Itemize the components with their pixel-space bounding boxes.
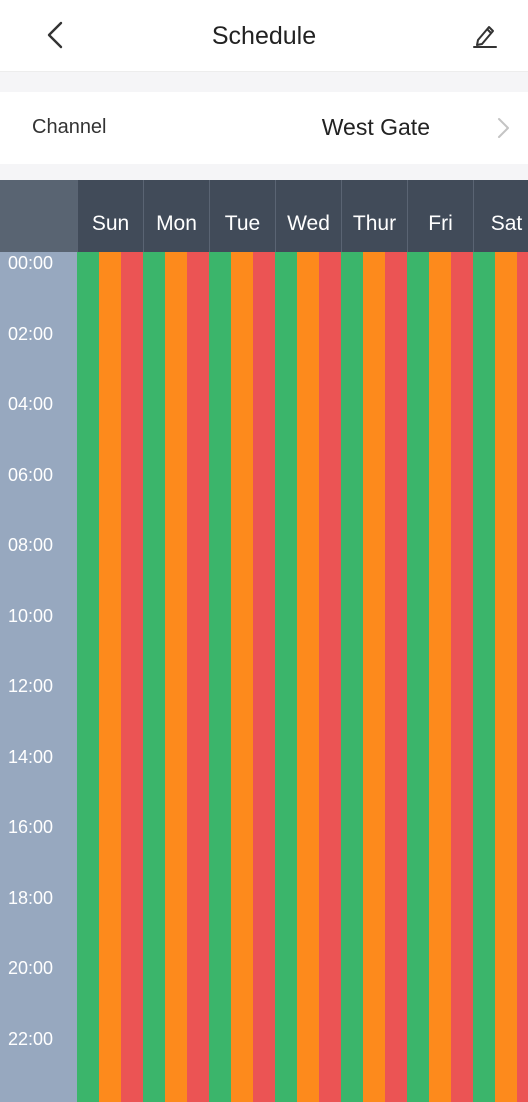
- top-bar: Schedule: [0, 0, 528, 72]
- schedule-stripe: [121, 252, 143, 1102]
- day-schedule-wed[interactable]: [275, 252, 341, 1102]
- schedule-stripe: [165, 252, 187, 1102]
- channel-value: West Gate: [321, 114, 430, 140]
- schedule-stripe: [319, 252, 341, 1102]
- day-header-sun: Sun: [77, 180, 143, 252]
- day-schedule-fri[interactable]: [407, 252, 473, 1102]
- channel-selector[interactable]: Channel West Gate: [0, 92, 528, 164]
- day-schedule-mon[interactable]: [143, 252, 209, 1102]
- chevron-left-icon: [47, 21, 63, 54]
- day-schedule-sun[interactable]: [77, 252, 143, 1102]
- time-label: 22:00: [8, 1028, 54, 1049]
- day-header-row: Sun Mon Tue Wed Thur Fri Sat: [0, 180, 528, 252]
- schedule-stripe: [473, 252, 495, 1102]
- schedule-stripe: [495, 252, 517, 1102]
- day-header-mon: Mon: [143, 180, 209, 252]
- time-label: 10:00: [8, 605, 54, 626]
- edit-button[interactable]: [462, 14, 508, 60]
- section-divider: [0, 72, 528, 92]
- schedule-stripe: [297, 252, 319, 1102]
- time-label: 08:00: [8, 535, 54, 555]
- time-label: 14:00: [8, 746, 54, 767]
- channel-label: Channel: [32, 116, 107, 138]
- time-label: 00:00: [8, 253, 54, 273]
- schedule-stripe: [517, 252, 528, 1102]
- time-label: 16:00: [8, 817, 54, 837]
- time-label: 06:00: [8, 464, 54, 485]
- page-title: Schedule: [211, 22, 317, 50]
- schedule-stripe: [385, 252, 407, 1102]
- day-schedule-sat[interactable]: [473, 252, 528, 1102]
- schedule-stripe: [363, 252, 385, 1102]
- schedule-stripe: [143, 252, 165, 1102]
- chevron-right-icon: [496, 116, 512, 140]
- time-header-corner: [0, 180, 77, 252]
- day-schedule-tue[interactable]: [209, 252, 275, 1102]
- day-header-sat: Sat: [473, 180, 528, 252]
- schedule-stripe: [231, 252, 253, 1102]
- time-label: 04:00: [8, 394, 54, 414]
- day-header-wed: Wed: [275, 180, 341, 252]
- time-label: 02:00: [8, 323, 54, 344]
- day-header-fri: Fri: [407, 180, 473, 252]
- section-divider: [0, 164, 528, 180]
- schedule-stripe: [275, 252, 297, 1102]
- day-schedule-thur[interactable]: [341, 252, 407, 1102]
- time-label: 18:00: [8, 887, 54, 908]
- schedule-stripe: [187, 252, 209, 1102]
- time-label: 20:00: [8, 958, 54, 978]
- schedule-stripe: [99, 252, 121, 1102]
- time-label: 12:00: [8, 676, 54, 696]
- time-column: 00:00 02:00 04:00 06:00 08:00 10:00 12:00 14:00…: [0, 252, 77, 1102]
- pencil-icon: [471, 21, 499, 54]
- day-header-tue: Tue: [209, 180, 275, 252]
- schedule-stripe: [253, 252, 275, 1102]
- schedule-stripe: [77, 252, 99, 1102]
- schedule-stripe: [209, 252, 231, 1102]
- schedule-stripe: [341, 252, 363, 1102]
- back-button[interactable]: [30, 14, 80, 60]
- schedule-stripe: [451, 252, 473, 1102]
- day-header-thur: Thur: [341, 180, 407, 252]
- schedule-stripe: [407, 252, 429, 1102]
- schedule-stripe: [429, 252, 451, 1102]
